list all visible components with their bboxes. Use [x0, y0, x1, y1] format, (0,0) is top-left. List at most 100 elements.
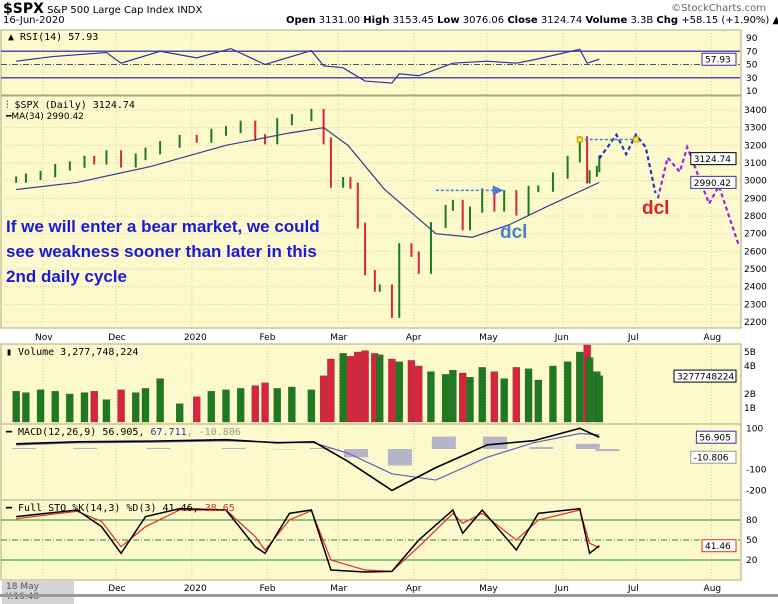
volume-bar: [13, 391, 20, 422]
x-axis-tick: Nov: [35, 333, 53, 343]
volume-bar: [586, 358, 593, 422]
volume-axis-tick: 5B: [744, 348, 756, 358]
volume-bar: [22, 393, 29, 422]
rsi-axis-tick: 70: [746, 47, 758, 57]
ma-legend: ━MA(34) 2990.42: [5, 112, 84, 122]
volume-bar: [449, 370, 456, 422]
price-axis-tick: 3300: [744, 124, 767, 134]
x-axis-tick: Apr: [406, 333, 422, 343]
rsi-title: ▲ RSI(14) 57.93: [8, 32, 98, 43]
volume-bar: [66, 394, 73, 422]
x-axis-tick-bottom: Feb: [259, 584, 275, 594]
x-axis-tick: Aug: [704, 333, 722, 343]
macd-histogram-bar: [73, 448, 97, 449]
x-axis-tick-bottom: 2020: [184, 584, 207, 594]
x-axis-tick: 2020: [184, 333, 207, 343]
x-axis-tick-bottom: Jun: [554, 584, 569, 594]
price-axis-tick: 2700: [744, 230, 767, 240]
volume-axis-tick: 4B: [744, 362, 756, 372]
macd-hist-tag: -10.806: [694, 454, 729, 464]
price-axis-tick: 2800: [744, 212, 767, 222]
x-axis-tick-bottom: Dec: [108, 584, 125, 594]
dcl-label-blue: dcl: [500, 222, 527, 244]
price-axis-tick: 2600: [744, 247, 767, 257]
volume-bar: [320, 376, 327, 422]
sto-axis-tick: 50: [746, 536, 758, 546]
macd-axis-tick: -200: [746, 486, 767, 496]
price-title: ⫶ $SPX (Daily) 3124.74: [6, 100, 135, 111]
price-axis-tick: 2900: [744, 194, 767, 204]
volume-bar: [132, 393, 139, 422]
resistance-endpoint-marker: [633, 137, 638, 142]
rsi-axis-tick: 90: [746, 34, 758, 44]
volume-bar: [564, 362, 571, 422]
volume-bar: [513, 367, 520, 422]
volume-bar: [157, 379, 164, 422]
macd-title: ━ MACD(12,26,9) 56.905, 67.711, -10.806: [5, 427, 241, 438]
x-axis-tick-bottom: Mar: [330, 584, 347, 594]
volume-bar: [118, 390, 125, 422]
rsi-axis-tick: 30: [746, 74, 758, 84]
price-axis-tick: 2400: [744, 283, 767, 293]
price-axis-tick: 3400: [744, 106, 767, 116]
volume-bar: [340, 353, 347, 422]
volume-bar: [362, 351, 369, 422]
volume-axis-tick: 2B: [744, 390, 756, 400]
sto-title: ━ Full STO %K(14,3) %D(3) 41.46, 38.65: [5, 503, 235, 514]
volume-bar: [427, 372, 434, 422]
price-value-tag: 3124.74: [694, 155, 731, 165]
price-axis-tick: 3100: [744, 159, 767, 169]
cursor-status: 18 May Y:16.48: [2, 580, 74, 604]
volume-bar: [388, 359, 395, 422]
volume-bar: [408, 360, 415, 422]
x-axis-tick: May: [479, 333, 498, 343]
volume-bar: [596, 376, 603, 422]
volume-bar: [288, 387, 295, 422]
dcl-label-red: dcl: [642, 198, 669, 220]
x-axis-tick: Mar: [330, 333, 347, 343]
volume-axis-tick: 1B: [744, 404, 756, 414]
price-panel: [1, 96, 741, 328]
volume-bar: [415, 366, 422, 422]
volume-bar: [376, 355, 383, 422]
macd-histogram-bar: [388, 449, 412, 466]
volume-bar: [354, 352, 361, 422]
x-axis-tick: Dec: [108, 333, 125, 343]
x-axis-tick: Feb: [259, 333, 275, 343]
annotation-note: If we will enter a bear market, we could…: [6, 214, 336, 289]
price-axis-tick: 2300: [744, 300, 767, 310]
sto-value-tag: 41.46: [705, 542, 731, 552]
volume-bar: [142, 388, 149, 422]
macd-histogram-bar: [595, 449, 619, 451]
volume-bar: [103, 400, 110, 422]
volume-bar: [237, 388, 244, 422]
volume-bar: [396, 362, 403, 422]
volume-bar: [347, 356, 354, 422]
price-axis-tick: 2200: [744, 318, 767, 328]
rsi-panel: [1, 30, 741, 95]
x-axis-tick-bottom: Aug: [704, 584, 722, 594]
volume-bar: [262, 383, 269, 422]
volume-bar: [81, 393, 88, 422]
ma-value-tag: 2990.42: [694, 179, 731, 189]
sto-axis-tick: 20: [746, 556, 758, 566]
resistance-endpoint-marker: [577, 137, 582, 142]
volume-bar: [479, 367, 486, 422]
volume-bar: [491, 372, 498, 422]
sto-axis-tick: 80: [746, 516, 758, 526]
volume-bar: [37, 390, 44, 422]
macd-histogram-bar: [12, 448, 36, 449]
volume-bar: [308, 390, 315, 422]
x-axis-tick-bottom: Jul: [627, 584, 639, 594]
volume-bar: [52, 391, 59, 422]
rsi-value-tag: 57.93: [705, 56, 731, 66]
volume-bar: [274, 388, 281, 422]
x-axis-tick: Jun: [554, 333, 569, 343]
volume-bar: [576, 352, 583, 422]
volume-bar: [91, 391, 98, 422]
macd-histogram-bar: [576, 444, 600, 449]
volume-bar: [176, 404, 183, 422]
volume-bar: [208, 391, 215, 422]
price-axis-tick: 3000: [744, 177, 767, 187]
